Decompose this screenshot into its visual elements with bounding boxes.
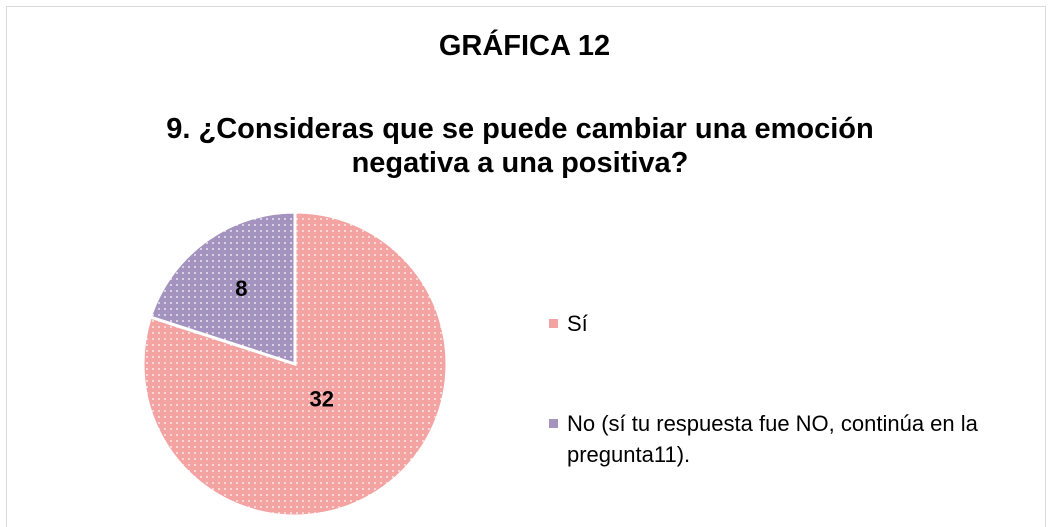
data-label: 32 <box>310 387 334 412</box>
data-label: 8 <box>235 276 247 301</box>
legend-label: Sí <box>567 311 588 336</box>
legend-swatch <box>549 419 558 428</box>
chart-subtitle: 9. ¿Consideras que se puede cambiar una … <box>166 113 874 179</box>
chart-title: GRÁFICA 12 <box>438 30 611 62</box>
legend-label: No (sí tu respuesta fue NO, continúa en … <box>567 411 978 467</box>
slice-pattern <box>150 212 295 364</box>
legend-swatch <box>549 319 558 328</box>
chart-border <box>6 6 1046 527</box>
